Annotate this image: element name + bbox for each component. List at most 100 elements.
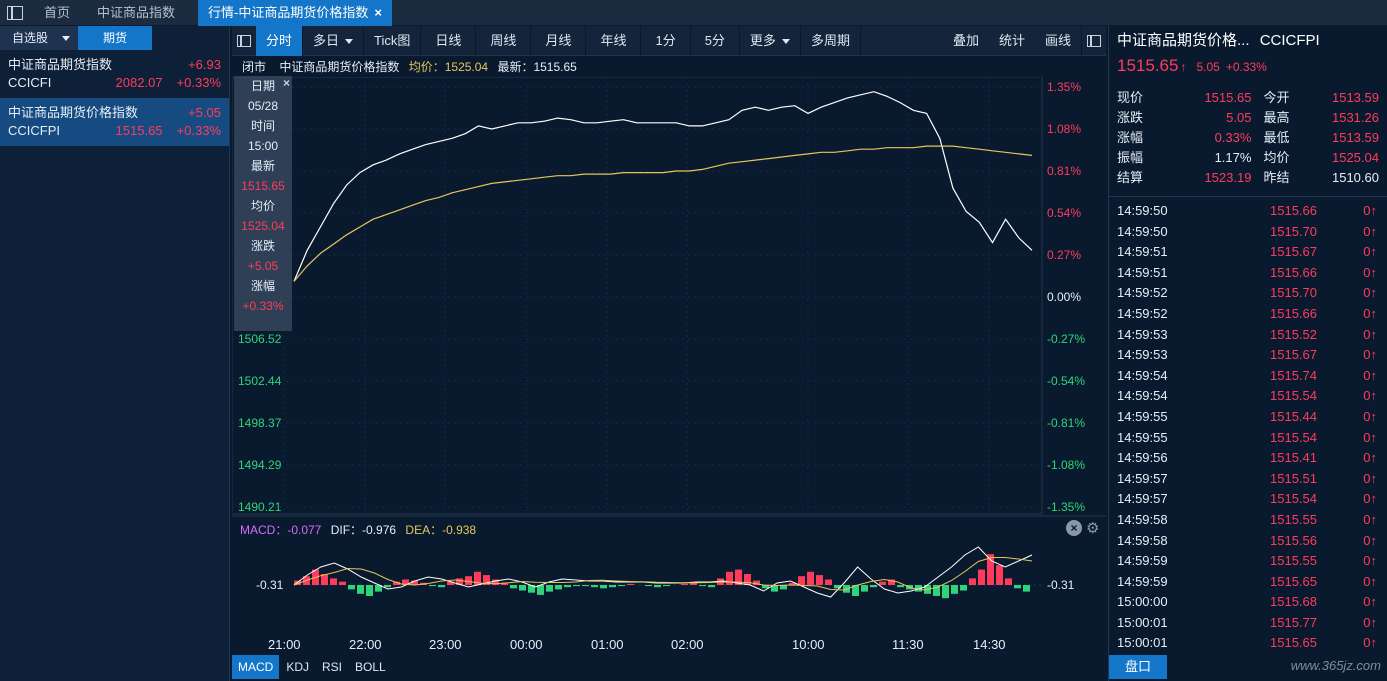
time-tick-label: 23:00 (429, 637, 462, 652)
draw-button[interactable]: 画线 (1035, 25, 1082, 56)
tab-kdj[interactable]: KDJ (280, 655, 317, 679)
tick-price: 1515.67 (1270, 244, 1317, 260)
macd-bar (798, 576, 805, 585)
quote-item-selected[interactable]: 中证商品期货价格指数 +5.05 CCICFPI 1515.65 +0.33% (0, 98, 229, 146)
intraday-chart[interactable]: 1506.52 1502.44 1498.37 1494.29 1490.21 1.35… (232, 77, 1106, 677)
tooltip-last: 1515.65 (241, 179, 285, 193)
tab-multiday[interactable]: 多日 (303, 25, 365, 56)
tick-time: 14:59:58 (1117, 511, 1168, 527)
up-arrow-icon: ↑ (1370, 244, 1378, 260)
macd-bar (942, 585, 949, 599)
macd-bar (726, 571, 733, 585)
tick-volume: 0↑ (1363, 573, 1377, 589)
tab-5min[interactable]: 5分 (691, 25, 740, 56)
up-arrow-icon: ↑ (1370, 511, 1378, 527)
tick-price: 1515.54 (1270, 388, 1317, 404)
close-icon[interactable]: × (374, 5, 382, 20)
more-dropdown[interactable]: 更多 (740, 25, 801, 56)
tick-row: 14:59:51 1515.66 0↑ (1109, 263, 1387, 284)
pankou-button[interactable]: 盘口 (1109, 655, 1167, 679)
tab-rsi[interactable]: RSI (316, 655, 350, 679)
tab-intraday[interactable]: 分时 (256, 25, 304, 56)
up-arrow-icon: ↑ (1370, 203, 1378, 218)
tab-daily[interactable]: 日线 (421, 25, 477, 56)
macd-bar (969, 578, 976, 585)
macd-bar (474, 571, 481, 585)
tick-time: 14:59:54 (1117, 388, 1168, 404)
pct-tick-label: -1.35% (1047, 500, 1085, 514)
tab-1min[interactable]: 1分 (641, 25, 691, 56)
detail-pct: +0.33% (1225, 60, 1267, 74)
tab-boll[interactable]: BOLL (349, 655, 393, 679)
futures-tab[interactable]: 期货 (78, 26, 152, 50)
time-tick-label: 22:00 (349, 637, 382, 652)
panel-toggle-icon[interactable] (232, 26, 256, 56)
tick-volume: 0↑ (1363, 635, 1377, 651)
stat-value: 1513.59 (1331, 130, 1379, 145)
macd-value: MACD：-0.077 (240, 523, 322, 537)
tab-weekly[interactable]: 周线 (476, 25, 532, 56)
sidebar-toggle-icon[interactable] (0, 0, 30, 26)
top-tab-bar: 首页 中证商品指数 行情-中证商品期货价格指数 × (0, 0, 1387, 26)
tick-time: 15:00:01 (1117, 635, 1168, 651)
tick-time: 14:59:59 (1117, 553, 1168, 569)
time-tick-label: 14:30 (973, 637, 1006, 652)
tick-price: 1515.55 (1270, 553, 1317, 569)
time-tick-label: 11:30 (892, 637, 924, 652)
detail-code: CCICFPI (1259, 32, 1320, 49)
tooltip-chg-label: 涨跌 (250, 239, 275, 253)
tab-quote[interactable]: 行情-中证商品期货价格指数 × (198, 0, 392, 26)
indicator-tabs: MACD KDJ RSI BOLL (232, 655, 393, 679)
stats-row: 涨幅 0.33% 最低 1513.59 (1117, 128, 1379, 148)
watchlist-dropdown[interactable]: 自选股 (0, 26, 78, 50)
tick-list[interactable]: 14:59:50 1515.66 0↑ 14:59:50 1515.70 0↑ 14:59:… (1109, 196, 1387, 654)
price-tick-label: 1506.52 (238, 332, 282, 346)
gear-icon[interactable]: ⚙ (1086, 520, 1100, 537)
macd-bar (915, 585, 922, 592)
tick-volume: 0↑ (1363, 285, 1377, 301)
macd-bar (780, 585, 787, 590)
close-icon[interactable]: × (1066, 520, 1082, 536)
tab-index[interactable]: 中证商品指数 (97, 5, 176, 20)
tick-volume: 0↑ (1363, 491, 1377, 507)
tick-price: 1515.55 (1270, 511, 1317, 527)
time-axis: 21:00 22:00 23:00 00:00 01:00 02:00 10:00 11:30… (268, 637, 1006, 652)
macd-bar (393, 581, 400, 585)
tick-time: 14:59:55 (1117, 429, 1168, 445)
tab-tick[interactable]: Tick图 (364, 25, 422, 56)
stats-row: 振幅 1.17% 均价 1525.04 (1117, 148, 1379, 168)
tab-monthly[interactable]: 月线 (531, 25, 587, 56)
quote-detail-panel: 中证商品期货价格... CCICFPI 1515.65 ↑ 5.05 +0.33… (1108, 26, 1387, 681)
panel-toggle-right-icon[interactable] (1082, 26, 1106, 56)
tick-time: 14:59:51 (1117, 244, 1168, 260)
tick-price: 1515.74 (1270, 367, 1317, 383)
pct-tick-label: -0.81% (1047, 416, 1085, 430)
period-toolbar: 分时 多日 Tick图 日线 周线 月线 年线 1分 5分 更多 多周期 叠加 … (232, 25, 1106, 56)
stat-label: 最低 (1263, 130, 1290, 145)
up-arrow-icon: ↑ (1370, 367, 1378, 383)
dea-value: DEA：-0.938 (405, 523, 477, 537)
tab-yearly[interactable]: 年线 (586, 25, 642, 56)
stats-button[interactable]: 统计 (998, 32, 1025, 48)
macd-bar (987, 554, 994, 585)
overlay-button[interactable]: 叠加 (952, 32, 979, 48)
stats-row: 现价 1515.65 今开 1513.59 (1117, 88, 1379, 108)
tick-time: 14:59:50 (1117, 203, 1168, 218)
tick-volume: 0↑ (1363, 244, 1378, 260)
pct-tick-label: -0.54% (1047, 374, 1085, 388)
quote-item[interactable]: 中证商品期货指数 +6.93 CCICFI 2082.07 +0.33% (0, 50, 229, 98)
macd-bar (447, 581, 454, 585)
tick-row: 14:59:53 1515.52 0↑ (1109, 325, 1387, 346)
up-arrow-icon: ↑ (1370, 305, 1378, 321)
tab-macd[interactable]: MACD (232, 655, 281, 679)
macd-bar (357, 585, 364, 594)
up-arrow-icon: ↑ (1370, 388, 1378, 404)
tick-price: 1515.54 (1270, 429, 1317, 445)
close-icon[interactable]: × (282, 76, 290, 90)
tab-home[interactable]: 首页 (44, 5, 71, 20)
tick-price: 1515.54 (1270, 491, 1317, 507)
tick-time: 14:59:50 (1117, 223, 1168, 239)
tab-multi-period[interactable]: 多周期 (801, 25, 861, 56)
tick-time: 14:59:52 (1117, 305, 1168, 321)
stat-label: 均价 (1263, 150, 1290, 165)
